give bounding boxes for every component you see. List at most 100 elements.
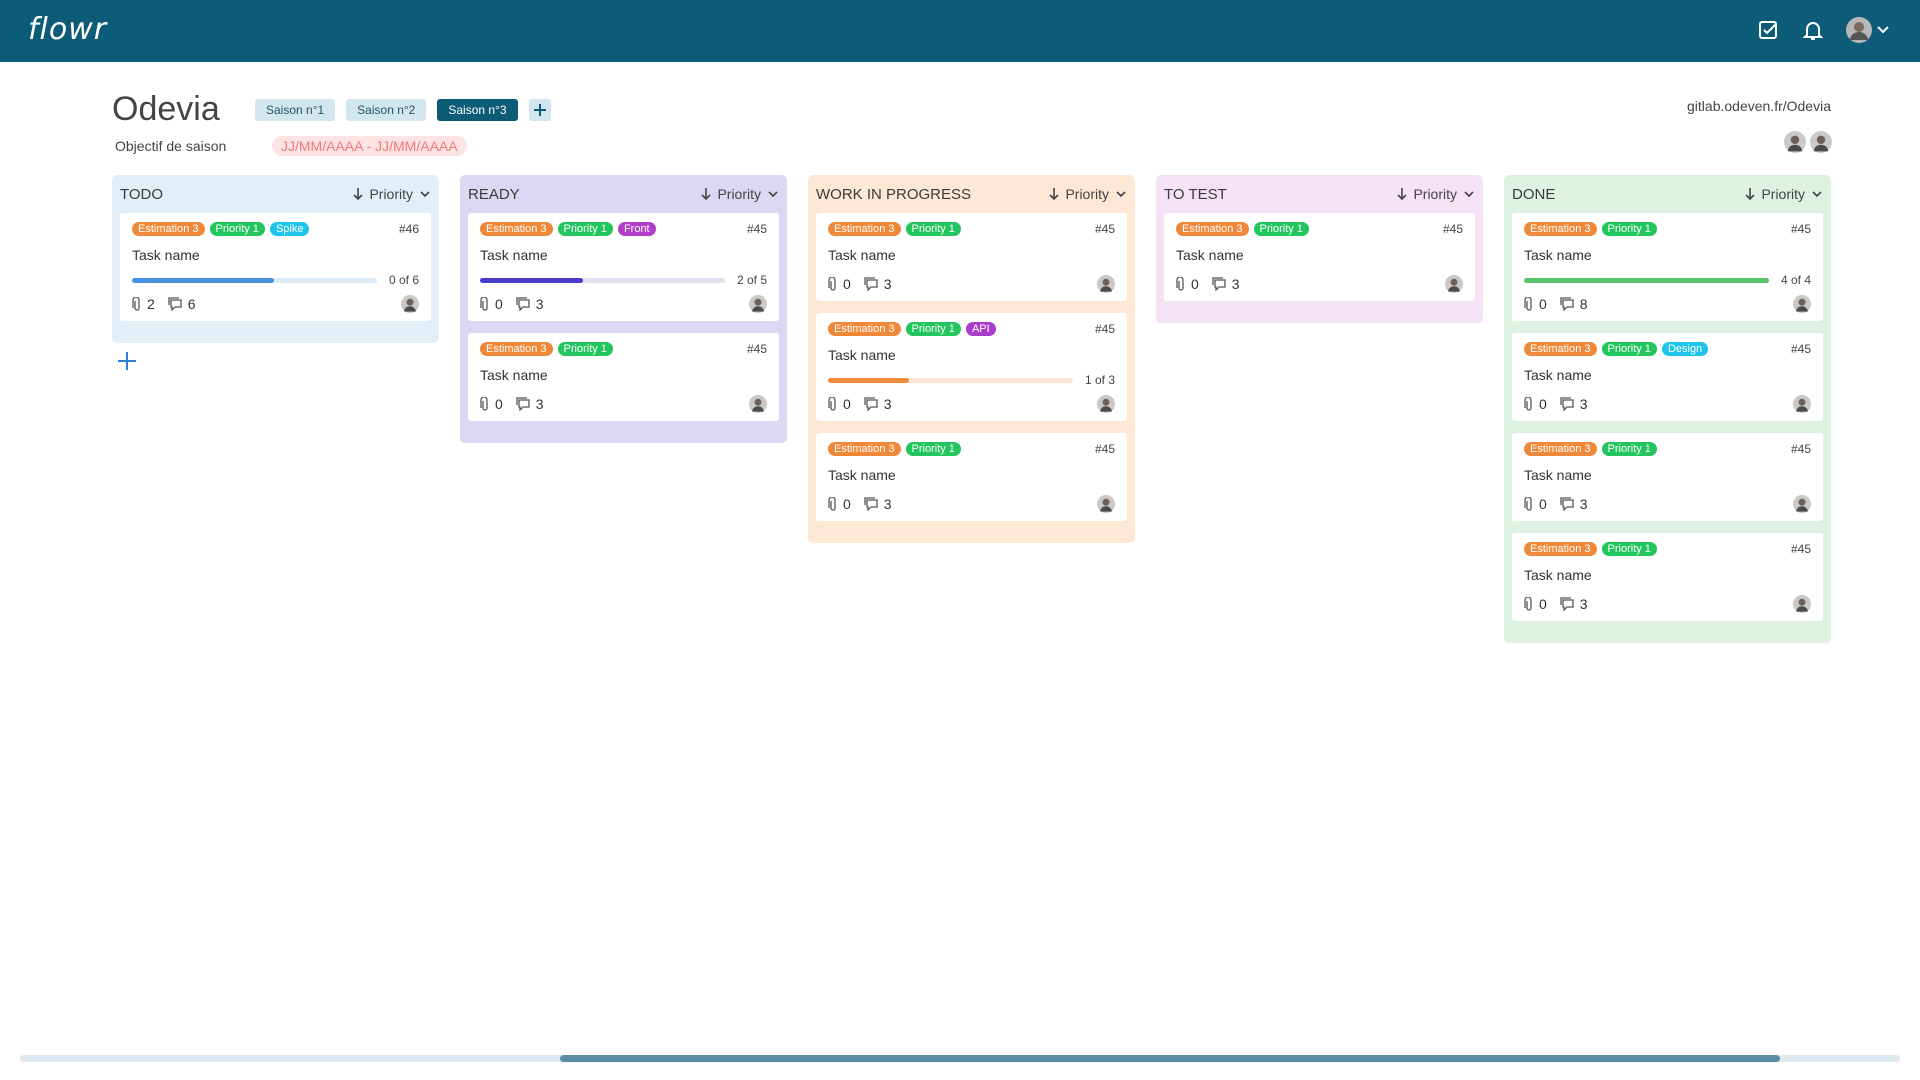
comment-count: 3 [1579, 496, 1588, 512]
tag: Estimation 3 [1524, 222, 1597, 236]
icon-shape [353, 188, 364, 201]
clip-icon [480, 397, 488, 411]
attachments: 0 [1524, 296, 1547, 312]
task-card[interactable]: Estimation 3 Priority 1 #45 Task name 0 3 [816, 433, 1127, 521]
attachments: 0 [1176, 276, 1199, 292]
clip-icon [828, 497, 836, 511]
sort-control[interactable]: Priority [353, 186, 431, 202]
attachment-count: 0 [495, 396, 503, 412]
comments: 3 [1559, 596, 1588, 612]
card-top: Estimation 3 Priority 1 #45 [1524, 542, 1811, 556]
icon-shape [752, 406, 764, 412]
task-card[interactable]: Estimation 3 Priority 1 Design #45 Task name… [1512, 333, 1823, 421]
icon-shape [752, 306, 764, 312]
card-top: Estimation 3 Priority 1 Design #45 [1524, 342, 1811, 356]
notifications-icon[interactable] [1802, 19, 1824, 41]
task-card[interactable]: Estimation 3 Priority 1 #45 Task name 0 3 [816, 213, 1127, 301]
icon-shape [1100, 286, 1112, 292]
avatar [1097, 495, 1115, 513]
plus-icon [533, 104, 546, 116]
scrollbar[interactable] [20, 1055, 1900, 1062]
task-card[interactable]: Estimation 3 Priority 1 #45 Task name 0 3 [1512, 533, 1823, 621]
tag: Priority 1 [905, 222, 961, 236]
column-header: READY Priority [468, 175, 779, 213]
icon-shape [1212, 277, 1223, 285]
icon-shape [1450, 278, 1458, 286]
tags: Estimation 3 Priority 1 [1524, 542, 1657, 556]
attachment-count: 0 [1539, 496, 1547, 512]
task-card[interactable]: Estimation 3 Priority 1 #45 Task name 0 3 [468, 333, 779, 421]
task-name: Task name [1524, 367, 1592, 383]
task-card[interactable]: Estimation 3 Priority 1 #45 Task name 4 of 4… [1512, 213, 1823, 321]
progress-track [828, 377, 1073, 383]
icon-shape [1176, 277, 1184, 291]
comment-count: 3 [1231, 276, 1240, 292]
task-card[interactable]: Estimation 3 Priority 1 Front #45 Task name 2… [468, 213, 779, 321]
task-card[interactable]: Estimation 3 Priority 1 API #45 Task name 1 o… [816, 313, 1127, 421]
progress-label: 2 of 5 [736, 273, 767, 287]
progress: 4 of 4 [1524, 273, 1811, 287]
tags: Estimation 3 Priority 1 [1176, 222, 1309, 236]
user-menu[interactable] [1846, 16, 1890, 44]
column: READY Priority Estimation 3 Priority 1 Front… [460, 175, 787, 443]
icon-shape [1790, 135, 1800, 144]
logo[interactable]: flowr [28, 12, 108, 47]
objective-label: Objectif de saison [115, 138, 227, 154]
sort-control[interactable]: Priority [1745, 186, 1823, 202]
comments: 3 [515, 296, 544, 312]
tags: Estimation 3 Priority 1 Front [480, 222, 656, 236]
tags: Estimation 3 Priority 1 [828, 442, 961, 456]
clip-icon [828, 277, 836, 291]
tag: API [965, 322, 996, 336]
comment-count: 3 [535, 396, 544, 412]
icon-shape [828, 277, 836, 291]
avatar [749, 395, 767, 413]
comment-count: 3 [1579, 396, 1588, 412]
sort-control[interactable]: Priority [1049, 186, 1127, 202]
column-header: DONE Priority [1512, 175, 1823, 213]
attachment-count: 0 [843, 396, 851, 412]
clip-icon [1524, 497, 1532, 511]
avatar [1445, 275, 1463, 293]
season-tab[interactable]: Saison n°3 [437, 99, 518, 121]
season-tab[interactable]: Saison n°1 [255, 99, 336, 121]
add-task[interactable] [116, 350, 138, 372]
task-card[interactable]: Estimation 3 Priority 1 #45 Task name 0 3 [1512, 433, 1823, 521]
scroll-thumb[interactable] [560, 1055, 1780, 1062]
avatar [1793, 395, 1811, 413]
tag: Estimation 3 [828, 322, 901, 336]
avatar [1810, 131, 1832, 153]
attachment-count: 2 [147, 296, 155, 312]
icon-shape [170, 299, 182, 311]
card-top: Estimation 3 Priority 1 #45 [1524, 442, 1811, 456]
icon-shape [1524, 397, 1532, 411]
date-range[interactable]: JJ/MM/AAAA - JJ/MM/AAAA [272, 136, 467, 156]
season-tab[interactable]: Saison n°2 [346, 99, 427, 121]
column-title: READY [468, 185, 520, 203]
repo-link[interactable]: gitlab.odeven.fr/Odevia [1687, 98, 1831, 114]
icon-shape [480, 397, 488, 411]
task-card[interactable]: Estimation 3 Priority 1 Spike #46 Task name 0… [120, 213, 431, 321]
tasks-icon[interactable] [1758, 19, 1780, 41]
icon-shape [1214, 279, 1226, 291]
add-season[interactable] [528, 99, 551, 121]
tags: Estimation 3 Priority 1 [480, 342, 613, 356]
sort-label: Priority [717, 186, 761, 202]
sort-control[interactable]: Priority [701, 186, 779, 202]
task-card[interactable]: Estimation 3 Priority 1 #45 Task name 0 3 [1164, 213, 1475, 301]
sort-control[interactable]: Priority [1397, 186, 1475, 202]
column-header: TO TEST Priority [1164, 175, 1475, 213]
tag: Priority 1 [1601, 542, 1657, 556]
icon-shape [1397, 188, 1408, 201]
card-top: Estimation 3 Priority 1 #45 [1176, 222, 1463, 236]
